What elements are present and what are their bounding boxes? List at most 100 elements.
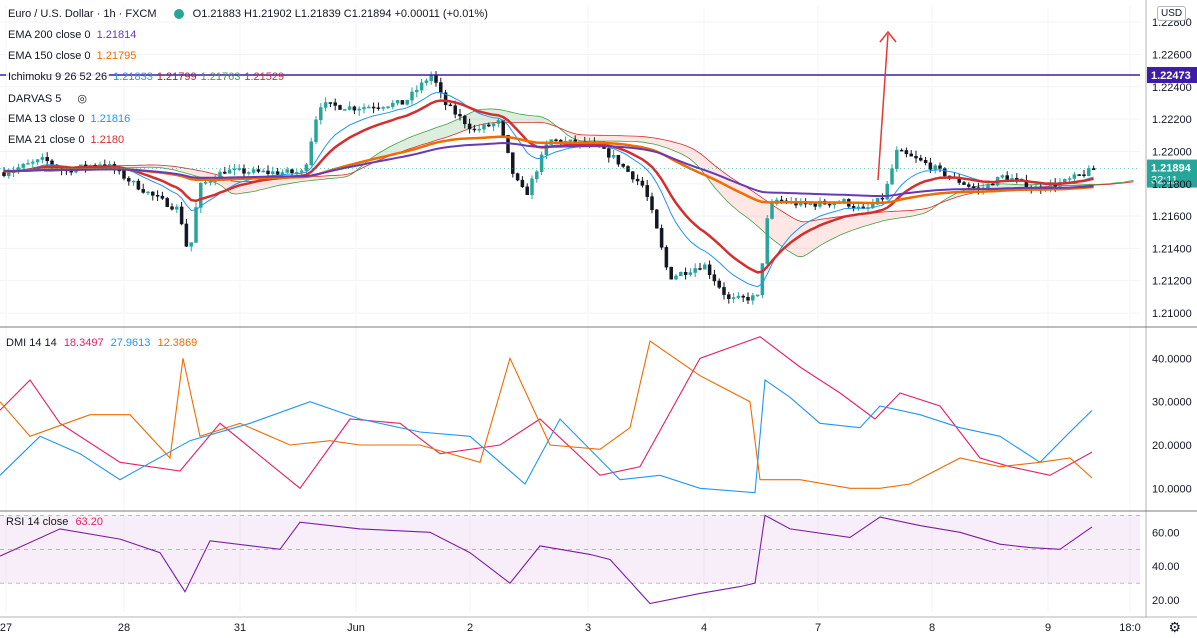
dmi-label[interactable]: DMI 14 14 (6, 337, 57, 349)
candle-body (1067, 178, 1072, 180)
cloud-segment (188, 168, 193, 176)
price-tick-label: 1.21400 (1152, 243, 1192, 255)
cloud-segment (135, 165, 140, 168)
candle-body (659, 227, 664, 248)
candle-body (943, 168, 947, 177)
last-price-text: 1.21894 (1151, 163, 1192, 175)
candle-body (616, 155, 621, 165)
candle-body (2, 172, 6, 176)
candle-body (184, 223, 189, 247)
settings-gear-icon[interactable]: ⚙ (1168, 619, 1181, 635)
cloud-segment (888, 211, 894, 220)
indicator-label: Ichimoku 9 26 52 26 (6, 71, 110, 83)
indicator-label: EMA 150 close 0 (6, 50, 93, 62)
cloud-segment (260, 180, 265, 190)
candle-body (607, 148, 611, 158)
candle-body (127, 178, 131, 182)
candle-body (21, 163, 25, 168)
cloud-segment (912, 209, 918, 217)
candle-body (779, 199, 784, 202)
cloud-segment (653, 137, 659, 146)
cloud-segment (615, 135, 620, 142)
indicator-legend-row[interactable]: EMA 13 close 0 1.21816 (6, 113, 134, 125)
cloud-segment (576, 134, 582, 141)
candle-body (223, 171, 227, 174)
time-tick-label: 8 (929, 622, 935, 634)
upward-arrow-drawing[interactable] (877, 30, 897, 181)
candle-body (189, 242, 193, 247)
cloud-segment (624, 135, 630, 142)
cloud-segment (869, 212, 875, 225)
indicator-legend-row[interactable]: EMA 200 close 0 1.21814 (6, 29, 140, 41)
hline-price-text: 1.22473 (1151, 70, 1191, 82)
cloud-segment (596, 135, 601, 142)
candle-body (165, 198, 169, 207)
cloud-segment (759, 195, 764, 232)
cloud-segment (682, 144, 688, 158)
candle-body (919, 157, 923, 161)
candle-body (424, 80, 429, 83)
time-tick-label: 2 (467, 622, 473, 634)
cloud-segment (274, 178, 280, 187)
cloud-segment (922, 208, 928, 214)
indicator-legend-row[interactable]: Ichimoku 9 26 52 26 1.21833 1.21799 1.21763… (6, 71, 288, 83)
candle-body (275, 171, 280, 175)
candle-body (669, 266, 673, 280)
cloud-segment (744, 186, 750, 220)
price-tick-label: 1.21600 (1152, 211, 1192, 223)
candle-body (626, 166, 630, 172)
time-tick-label: 3 (585, 622, 591, 634)
candle-body (208, 181, 213, 183)
dmi-line-1 (0, 336, 1093, 490)
candle-body (141, 189, 145, 193)
candle-body (261, 170, 265, 173)
indicator-legend-row[interactable]: EMA 21 close 0 1.2180 (6, 134, 128, 146)
dmi-tick-label: 30.0000 (1152, 397, 1192, 409)
rsi-label[interactable]: RSI 14 close (6, 516, 69, 528)
symbol-title[interactable]: Euro / U.S. Dollar · 1h · FXCM (6, 8, 159, 20)
candle-body (501, 120, 505, 136)
cloud-segment (840, 215, 846, 235)
indicator-label: EMA 200 close 0 (6, 29, 93, 41)
candle-body (232, 168, 237, 171)
cloud-segment (509, 111, 515, 123)
visibility-toggle-icon[interactable]: ◎ (77, 93, 88, 105)
price-tick-label: 1.21800 (1152, 179, 1192, 191)
candle-body (271, 171, 275, 174)
cloud-segment (399, 139, 404, 153)
last-price-tag (1147, 159, 1197, 188)
cloud-segment (432, 127, 438, 142)
candle-body (1010, 178, 1014, 180)
candle-body (227, 169, 232, 174)
indicator-legend-row[interactable]: EMA 150 close 0 1.21795 (6, 50, 140, 62)
dmi-panel (0, 336, 1093, 494)
time-tick-label: 7 (815, 622, 821, 634)
dmi-value-3: 12.3869 (157, 337, 198, 349)
candle-body (679, 272, 683, 277)
currency-label[interactable]: USD (1157, 6, 1187, 21)
candle-body (453, 105, 457, 115)
candle-body (371, 106, 376, 109)
cloud-segment (668, 140, 673, 151)
cloud-segment (543, 117, 548, 124)
candle-body (1077, 174, 1081, 176)
candle-body (405, 99, 409, 105)
rsi-panel (0, 514, 1140, 605)
cloud-segment (908, 210, 913, 217)
cloud-segment (812, 219, 817, 251)
cloud-segment (850, 214, 856, 231)
candle-body (31, 161, 35, 164)
cloud-segment (279, 178, 284, 186)
candle-body (467, 123, 472, 130)
cloud-segment (864, 213, 870, 227)
candle-body (938, 165, 942, 169)
cloud-segment (749, 189, 755, 224)
candle-body (511, 152, 515, 174)
cloud-segment (524, 114, 529, 123)
indicator-legend-row[interactable]: DARVAS 5 ◎ (6, 92, 91, 105)
candle-body (35, 159, 40, 163)
cloud-segment (663, 139, 668, 149)
candle-body (343, 109, 347, 111)
